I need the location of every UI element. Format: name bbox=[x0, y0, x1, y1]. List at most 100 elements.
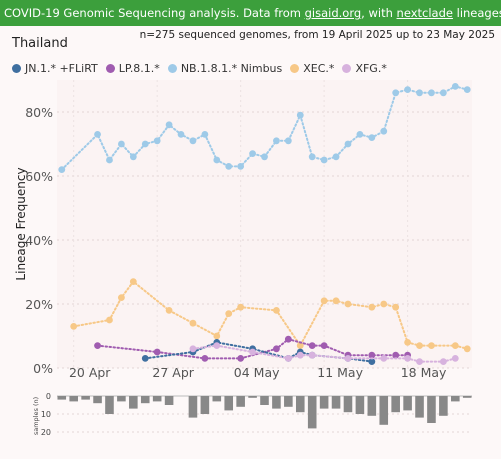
data-point bbox=[296, 342, 304, 349]
data-point bbox=[368, 134, 376, 142]
sample-bar bbox=[69, 396, 78, 402]
data-point bbox=[153, 348, 161, 356]
data-point bbox=[94, 131, 101, 138]
data-point bbox=[308, 351, 316, 359]
data-point bbox=[428, 89, 435, 97]
data-point bbox=[201, 131, 209, 138]
data-point bbox=[273, 307, 280, 314]
sample-bar bbox=[152, 396, 162, 402]
y-tick-label: 20% bbox=[25, 297, 53, 312]
sample-bar bbox=[129, 396, 138, 409]
series-line bbox=[96, 338, 409, 360]
sample-bar bbox=[236, 396, 245, 407]
y-tick-label: 60% bbox=[25, 169, 53, 184]
legend-dot bbox=[105, 63, 115, 73]
data-point bbox=[225, 163, 233, 170]
sample-bar bbox=[451, 396, 460, 402]
data-point bbox=[439, 89, 447, 97]
x-tick-label: 18 May bbox=[401, 365, 447, 380]
data-point bbox=[451, 355, 459, 362]
data-point bbox=[106, 316, 113, 324]
data-point bbox=[237, 355, 245, 362]
x-tick-label: 04 May bbox=[234, 365, 280, 380]
legend-item-lp81[interactable]: LP.8.1.* bbox=[105, 61, 160, 75]
y-tick-label: 80% bbox=[25, 105, 53, 120]
data-point bbox=[284, 137, 292, 145]
data-point bbox=[368, 303, 376, 311]
sample-bar bbox=[164, 396, 174, 405]
sample-bar bbox=[272, 396, 281, 409]
legend-label: LP.8.1.* bbox=[118, 61, 160, 75]
data-point bbox=[189, 345, 197, 353]
sample-bar bbox=[439, 396, 448, 416]
data-point bbox=[380, 300, 388, 308]
legend-dot bbox=[12, 63, 21, 73]
sample-bar bbox=[81, 396, 90, 400]
data-point bbox=[416, 358, 423, 365]
nextclade-link[interactable]: nextclade bbox=[396, 6, 453, 20]
banner-text-prefix: COVID-19 Genomic Sequencing analysis. Da… bbox=[4, 6, 305, 20]
sample-bar bbox=[93, 396, 102, 404]
sample-bar bbox=[319, 396, 329, 409]
data-point bbox=[404, 339, 412, 346]
legend-item-jn1[interactable]: JN.1.* +FLiRT bbox=[12, 62, 98, 75]
data-point bbox=[213, 332, 221, 340]
legend-item-xec[interactable]: XEC.* bbox=[290, 62, 334, 75]
sample-bar bbox=[331, 396, 341, 409]
sample-bar bbox=[391, 396, 400, 413]
sample-bar bbox=[427, 396, 436, 423]
sample-bar bbox=[367, 396, 377, 416]
data-point bbox=[141, 355, 149, 362]
data-point bbox=[404, 355, 412, 362]
data-point bbox=[451, 342, 459, 349]
gisaid-link[interactable]: gisaid.org bbox=[304, 6, 362, 20]
data-point bbox=[177, 131, 185, 138]
sample-bar bbox=[379, 396, 389, 425]
data-point bbox=[273, 345, 280, 353]
data-point bbox=[249, 348, 256, 356]
y-tick-label: 40% bbox=[25, 233, 53, 248]
samples-tick-label: 10 bbox=[41, 410, 51, 419]
data-point bbox=[451, 83, 459, 90]
data-point bbox=[392, 303, 400, 311]
sample-bar bbox=[403, 396, 412, 411]
sample-bar bbox=[140, 396, 150, 404]
data-point bbox=[129, 153, 137, 161]
legend-item-xfg[interactable]: XFG.* bbox=[342, 62, 387, 75]
plot-background bbox=[57, 80, 472, 368]
data-point bbox=[94, 342, 101, 349]
data-point bbox=[332, 297, 340, 305]
legend-dot bbox=[342, 63, 352, 73]
data-point bbox=[332, 153, 340, 161]
samples-axis-label: samples (n) bbox=[32, 397, 40, 435]
data-point bbox=[380, 355, 388, 362]
data-point bbox=[284, 335, 292, 343]
data-point bbox=[261, 153, 268, 161]
legend-item-nb181[interactable]: NB.1.8.1.* Nimbus bbox=[167, 62, 282, 75]
sample-bar bbox=[188, 396, 198, 418]
samples-tick-label: 0 bbox=[46, 392, 51, 401]
data-point bbox=[201, 355, 209, 362]
data-point bbox=[70, 323, 78, 330]
data-point bbox=[368, 358, 376, 365]
y-axis-label: Lineage Frequency bbox=[14, 167, 28, 280]
data-point bbox=[380, 127, 388, 135]
sample-bar bbox=[57, 396, 67, 400]
legend-label: XEC.* bbox=[303, 61, 335, 75]
data-point bbox=[213, 156, 221, 164]
data-point bbox=[356, 131, 364, 138]
data-point bbox=[189, 319, 197, 327]
legend-label: JN.1.* +FLiRT bbox=[25, 61, 98, 75]
data-point bbox=[320, 297, 328, 305]
data-point bbox=[284, 355, 292, 362]
sample-bar bbox=[105, 396, 114, 414]
data-point bbox=[308, 153, 316, 161]
data-point bbox=[463, 86, 471, 93]
legend-dot bbox=[290, 63, 300, 73]
data-point bbox=[392, 89, 400, 97]
data-point bbox=[416, 342, 423, 349]
country-title: Thailand bbox=[12, 36, 68, 51]
data-point bbox=[225, 310, 233, 317]
sample-bar bbox=[355, 396, 365, 414]
